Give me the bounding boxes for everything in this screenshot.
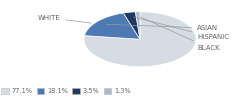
- Legend: 77.1%, 18.1%, 3.5%, 1.3%: 77.1%, 18.1%, 3.5%, 1.3%: [0, 85, 133, 97]
- Wedge shape: [123, 12, 140, 39]
- Text: BLACK: BLACK: [141, 17, 220, 51]
- Wedge shape: [135, 12, 140, 39]
- Text: HISPANIC: HISPANIC: [134, 17, 229, 40]
- Text: ASIAN: ASIAN: [106, 24, 218, 31]
- Wedge shape: [84, 12, 196, 67]
- Wedge shape: [84, 13, 140, 39]
- Text: WHITE: WHITE: [37, 15, 91, 23]
